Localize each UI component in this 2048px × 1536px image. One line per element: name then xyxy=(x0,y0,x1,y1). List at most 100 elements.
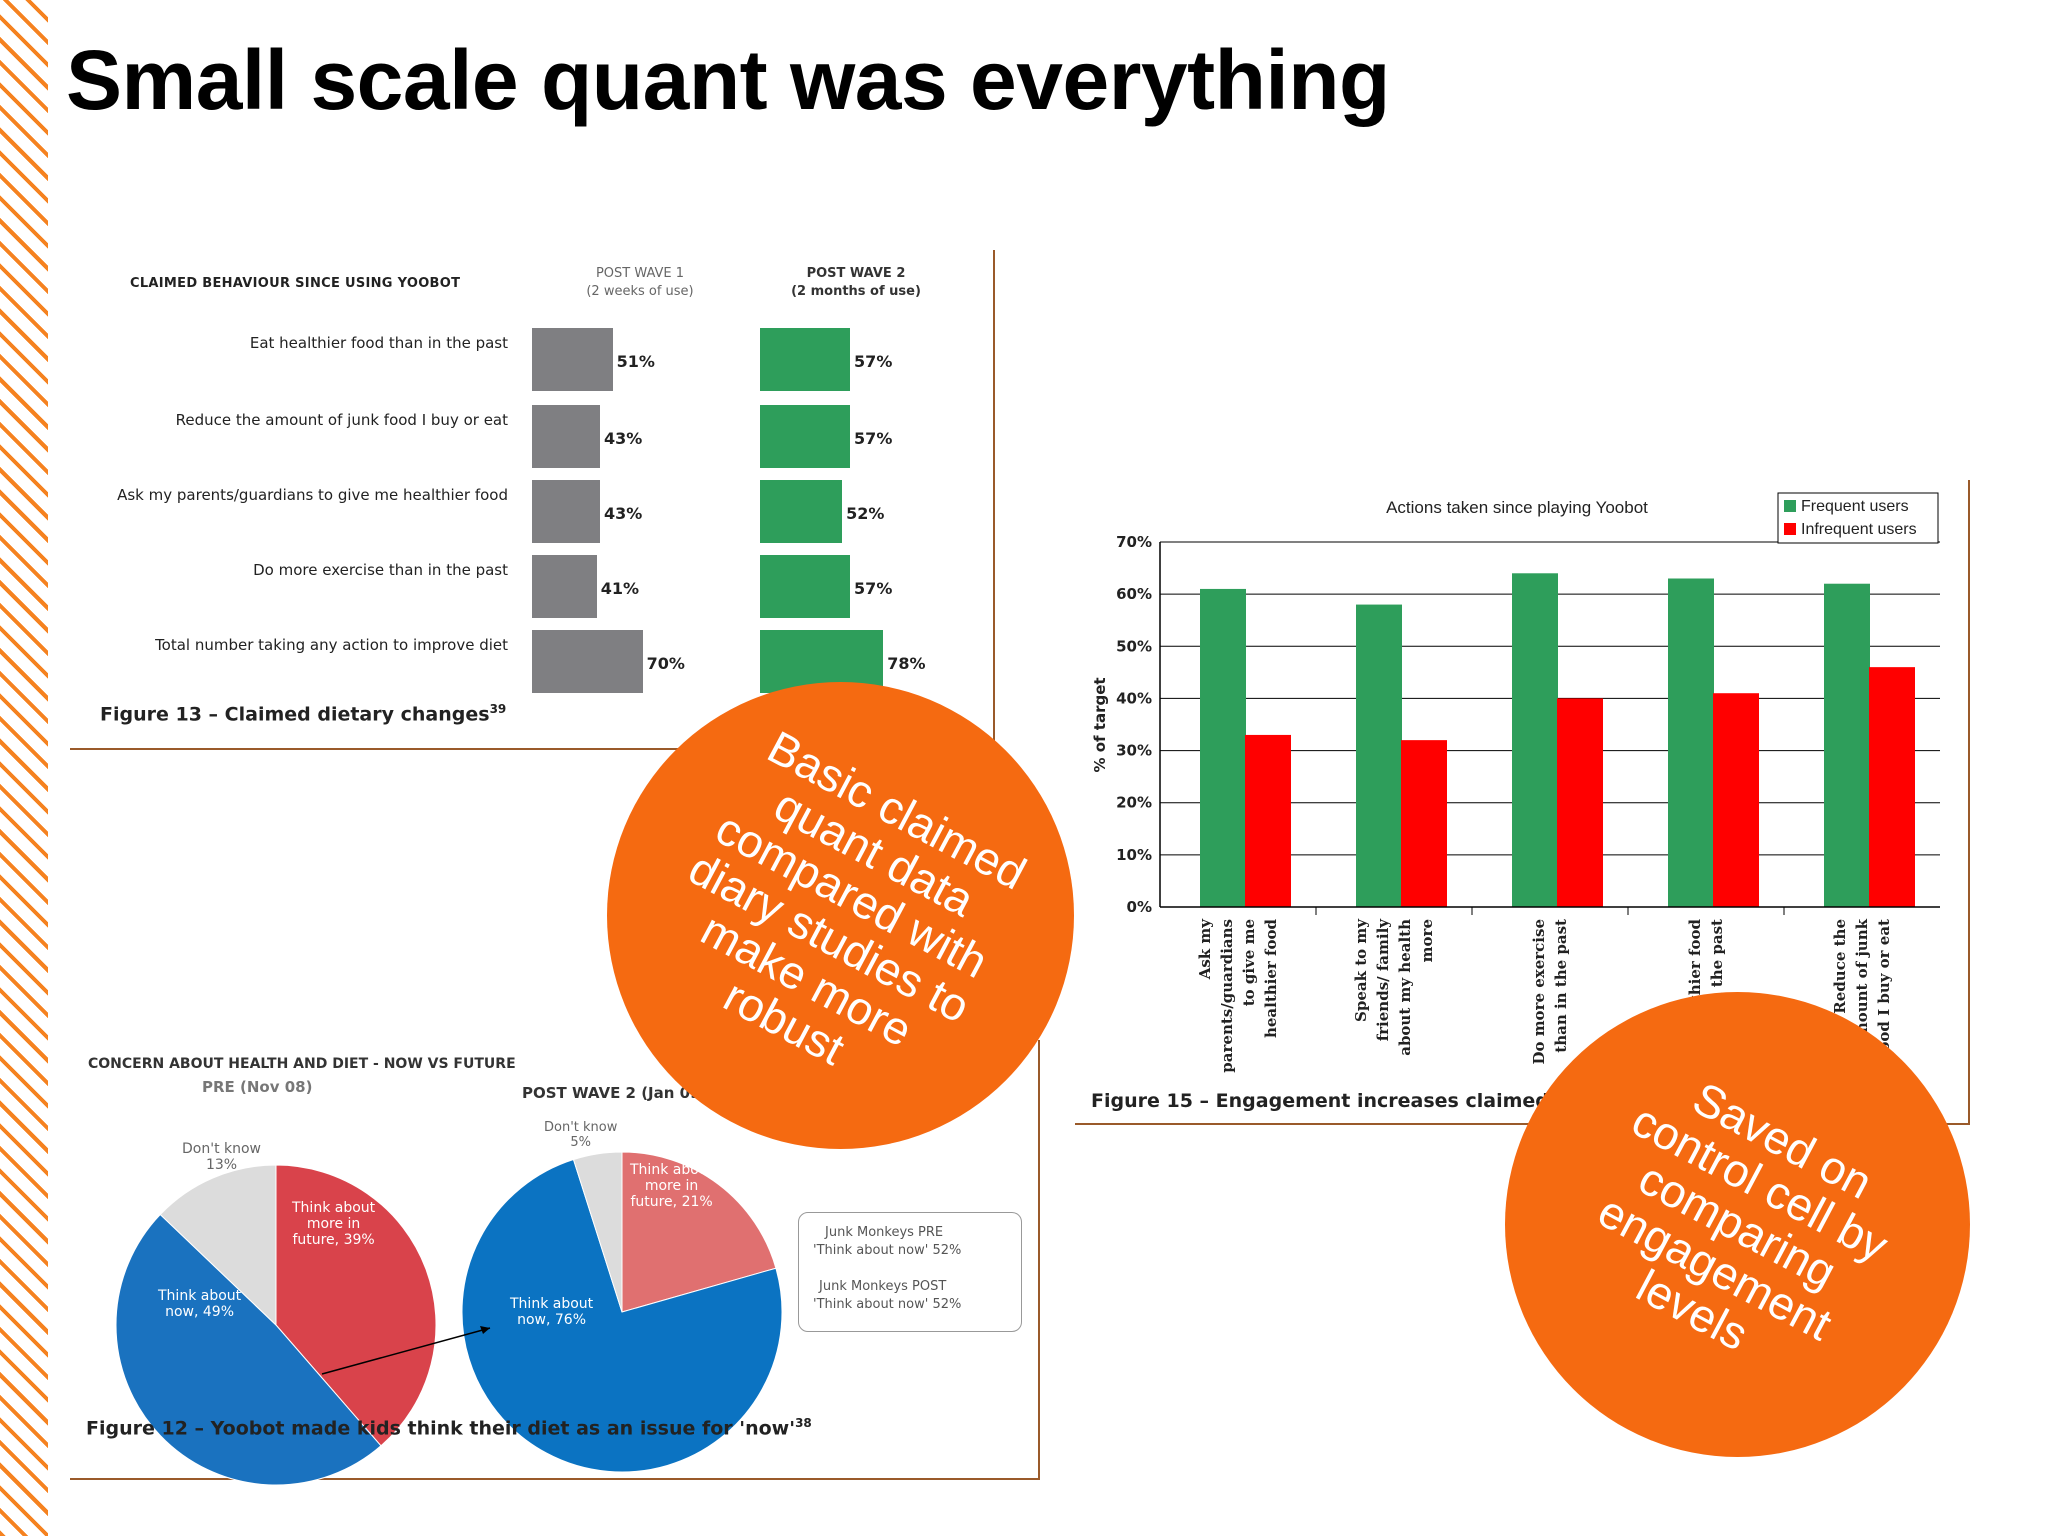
callout-right-text: Saved on control cell by comparing engageme… xyxy=(1557,1053,1918,1397)
legend-box xyxy=(1777,492,1939,544)
legend-line4: 'Think about now' 52% xyxy=(813,1297,962,1312)
pre-dont-know-label: Don't know 13% xyxy=(182,1141,261,1173)
bar-value-label: 57% xyxy=(854,352,893,371)
pre-future-line3: future, 39% xyxy=(292,1232,375,1248)
y-tick-label: 50% xyxy=(1116,637,1152,655)
x-category-label: Ask my xyxy=(1196,918,1214,981)
bar-value-label: 78% xyxy=(887,654,926,673)
callout-right: Saved on control cell by comparing engageme… xyxy=(1505,992,1970,1457)
x-category-label: to give me xyxy=(1240,919,1258,1006)
x-category-label: friends/ family xyxy=(1374,918,1392,1042)
pie-slice xyxy=(115,1213,382,1486)
bar-value-label: 43% xyxy=(603,504,643,523)
bar-value-label: 51% xyxy=(616,352,655,371)
figure-12-heading: CONCERN ABOUT HEALTH AND DIET - NOW VS F… xyxy=(88,1056,516,1072)
legend-label: Frequent users xyxy=(1801,498,1909,515)
post-dont-know-label: Don't know 5% xyxy=(544,1120,617,1150)
x-category-label: more xyxy=(1418,919,1436,962)
bar-value-label: 57% xyxy=(854,579,893,598)
panel-border-right xyxy=(993,250,995,750)
pre-future-line2: more in xyxy=(306,1216,361,1232)
figure-13-caption-ref: 39 xyxy=(489,702,507,716)
wave1-label: POST WAVE 1 xyxy=(595,266,685,281)
figure-13-caption-text: Figure 13 – Claimed dietary changes xyxy=(100,703,490,726)
x-category-label: healthier food xyxy=(1262,919,1280,1039)
figure-13-panel: CLAIMED BEHAVIOUR SINCE USING YOOBOT POS… xyxy=(70,250,995,750)
bar-value-label: 70% xyxy=(646,654,685,673)
pre-now-line1: Think about xyxy=(158,1288,242,1304)
bar-wave1 xyxy=(532,405,600,468)
post-now-line2: now, 76% xyxy=(517,1312,587,1328)
post-now-label: Think about now, 76% xyxy=(510,1296,593,1328)
bar-frequent xyxy=(1512,573,1558,907)
chart-title: Actions taken since playing Yoobot xyxy=(1386,498,1648,517)
post-pie-title: POST WAVE 2 (Jan 09) xyxy=(522,1084,708,1102)
figure-15-chart: Actions taken since playing Yoobot 0% 10% 2… xyxy=(1091,492,1940,1073)
bar-wave1 xyxy=(532,630,643,693)
post-future-label: Think about more in future, 21% xyxy=(630,1162,713,1210)
bar-category-label: Total number taking any action to improv… xyxy=(155,636,508,654)
figure-13-heading: CLAIMED BEHAVIOUR SINCE USING YOOBOT xyxy=(130,276,461,291)
x-category-label: about my health xyxy=(1396,919,1414,1056)
panel-border-bottom xyxy=(1075,1123,1970,1125)
figure-12-caption-text: Figure 12 – Yoobot made kids think their… xyxy=(86,1417,796,1440)
decorative-stripe xyxy=(0,0,48,1536)
pre-future-line1: Think about xyxy=(292,1200,376,1216)
bar-infrequent xyxy=(1401,740,1447,907)
bar-wave2 xyxy=(760,480,843,543)
bar-wave2 xyxy=(760,555,851,618)
post-future-line3: future, 21% xyxy=(630,1194,713,1210)
y-tick-label: 20% xyxy=(1116,794,1152,812)
post-dont-know-line1: Don't know xyxy=(544,1120,618,1135)
bar-value-label: 43% xyxy=(603,429,643,448)
figure-12-panel: CONCERN ABOUT HEALTH AND DIET - NOW VS F… xyxy=(70,1040,1040,1486)
y-tick-label: 60% xyxy=(1116,585,1152,603)
y-tick-label: 40% xyxy=(1116,689,1152,707)
pre-pie-title: PRE (Nov 08) xyxy=(202,1078,313,1096)
pre-dont-know-line2: 13% xyxy=(205,1157,238,1173)
post-future-line2: more in xyxy=(644,1178,699,1194)
callout-left-text: Basic claimed quant data compared with diar… xyxy=(636,716,1044,1116)
slide-title: Small scale quant was everything xyxy=(66,33,1390,127)
bar-wave2 xyxy=(760,405,851,468)
panel-border-right xyxy=(1038,1040,1040,1480)
figure-15-panel: Actions taken since playing Yoobot 0% 10% 2… xyxy=(1075,480,1970,1125)
y-tick-label: 10% xyxy=(1116,846,1152,864)
arrow-line xyxy=(321,1327,491,1375)
bar-wave1 xyxy=(532,555,597,618)
legend-swatch xyxy=(1784,500,1796,512)
panel-border-bottom xyxy=(70,748,995,750)
x-category-label: Speak to my xyxy=(1352,918,1370,1022)
bar-infrequent xyxy=(1713,693,1759,907)
bar-frequent xyxy=(1356,604,1402,907)
callout-left: Basic claimed quant data compared with diar… xyxy=(607,682,1074,1149)
bar-frequent xyxy=(1200,588,1246,907)
bar-wave1 xyxy=(532,328,613,391)
x-category-label: Do more exercise xyxy=(1530,919,1548,1065)
pre-future-label: Think about more in future, 39% xyxy=(292,1200,375,1248)
x-category-label: than in the past xyxy=(1552,919,1570,1053)
post-dont-know-line2: 5% xyxy=(570,1135,591,1150)
pie-slice xyxy=(159,1164,277,1327)
bar-value-label: 41% xyxy=(600,579,640,598)
wave2-sub: (2 months of use) xyxy=(791,284,921,299)
figure-13-caption: Figure 13 – Claimed dietary changes39 xyxy=(100,702,506,725)
legend-label: Infrequent users xyxy=(1801,521,1917,538)
pre-dont-know-line1: Don't know xyxy=(182,1141,262,1157)
x-category-label: amount of junk xyxy=(1853,918,1871,1047)
post-future-line1: Think about xyxy=(630,1162,714,1178)
figure-12-caption-ref: 38 xyxy=(795,1416,812,1430)
bar-category-label: Eat healthier food than in the past xyxy=(249,334,508,352)
bar-value-label: 52% xyxy=(846,504,885,523)
legend-line3: Junk Monkeys POST xyxy=(819,1279,947,1294)
pie-slice xyxy=(275,1164,437,1447)
y-axis-label: % of target xyxy=(1091,677,1109,772)
post-now-line1: Think about xyxy=(510,1296,594,1312)
arrow-head xyxy=(480,1326,490,1334)
figure-12-caption: Figure 12 – Yoobot made kids think their… xyxy=(86,1416,812,1439)
bar-category-label: Reduce the amount of junk food I buy or … xyxy=(175,411,508,429)
bar-wave2 xyxy=(760,328,851,391)
x-category-label: Reduce the xyxy=(1831,919,1849,1014)
bar-infrequent xyxy=(1245,734,1291,907)
y-tick-label: 30% xyxy=(1116,742,1152,760)
